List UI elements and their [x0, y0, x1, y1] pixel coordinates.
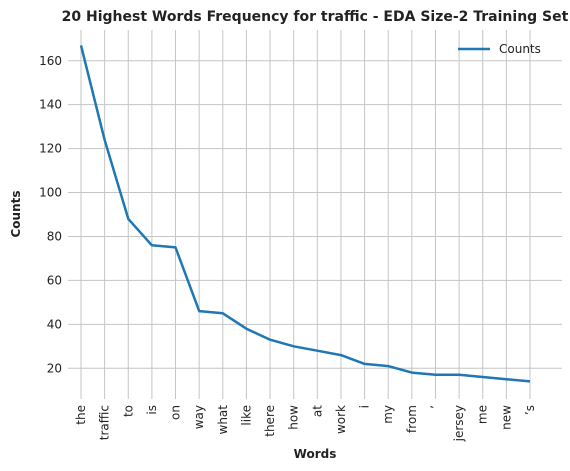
series-lines	[79, 45, 531, 383]
y-tick-label: 160	[39, 54, 62, 68]
x-tick-label: to	[121, 405, 135, 417]
x-tick-label: what	[216, 405, 230, 435]
y-tick-label: 100	[39, 186, 62, 200]
grid	[68, 30, 562, 399]
y-tick-label: 80	[47, 229, 62, 243]
plot-background	[68, 30, 562, 399]
x-tick-label: the	[74, 405, 88, 425]
legend: Counts	[458, 42, 541, 56]
x-tick-label: is	[145, 405, 159, 415]
x-tick-label: new	[499, 405, 513, 430]
x-tick-label: ’	[428, 405, 442, 409]
x-tick-labels: the traffic to is on way what like there how at wor…	[74, 405, 537, 443]
y-tick-label: 120	[39, 142, 62, 156]
y-axis-label: Counts	[9, 190, 23, 237]
legend-label: Counts	[499, 42, 541, 56]
x-axis-label: Words	[294, 447, 337, 461]
y-tick-label: 20	[47, 361, 62, 375]
x-tick-label: like	[239, 405, 253, 426]
series-line-counts	[79, 45, 531, 383]
x-tick-label: my	[381, 405, 395, 424]
x-tick-label: work	[334, 405, 348, 434]
x-tick-label: me	[476, 405, 490, 424]
x-tick-label: jersey	[452, 405, 466, 442]
y-tick-labels: 20 40 60 80 100 120 140 160	[39, 54, 62, 376]
x-tick-label: from	[405, 405, 419, 433]
x-tick-label: at	[310, 405, 324, 417]
x-tick-label: traffic	[98, 405, 112, 440]
x-tick-label: how	[287, 405, 301, 430]
chart-title: 20 Highest Words Frequency for traffic -…	[62, 9, 569, 25]
x-tick-label: on	[169, 405, 183, 420]
x-tick-label: i	[358, 405, 372, 408]
x-tick-label: way	[192, 405, 206, 429]
y-tick-label: 140	[39, 98, 62, 112]
y-tick-label: 40	[47, 317, 62, 331]
y-tick-label: 60	[47, 273, 62, 287]
x-tick-label: there	[263, 405, 277, 437]
x-tick-label: ’s	[523, 405, 537, 415]
